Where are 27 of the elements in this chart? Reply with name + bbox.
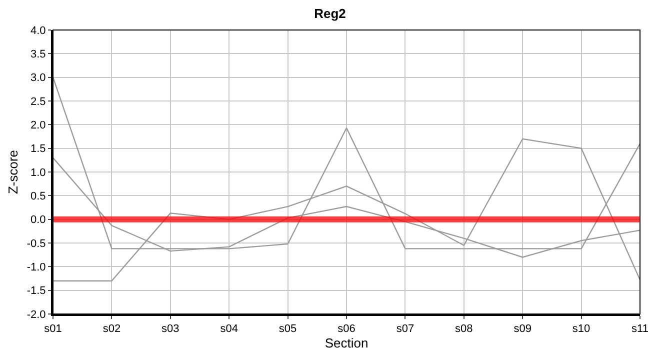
x-tick-label: s08 (455, 323, 473, 336)
x-tick-label: s02 (102, 323, 121, 336)
x-tick-label: s01 (44, 323, 62, 336)
y-tick-label: 4.0 (30, 24, 46, 37)
y-tick-label: -2.0 (26, 308, 46, 321)
x-axis-title: Section (324, 335, 368, 350)
y-tick-label: -1.5 (26, 285, 46, 298)
y-tick-label: 3.5 (30, 48, 46, 61)
x-tick-label: s03 (162, 323, 180, 336)
y-tick-label: -0.5 (26, 238, 46, 250)
y-tick-label: 1.5 (30, 143, 46, 156)
y-tick-label: 0.0 (30, 214, 46, 226)
y-tick-label: 3.0 (30, 72, 46, 84)
y-tick-label: 0.5 (30, 190, 46, 203)
y-tick-label: 2.0 (30, 120, 46, 132)
x-tick-label: s11 (632, 323, 648, 336)
x-tick-label: s06 (338, 323, 356, 336)
x-tick-label: s04 (220, 323, 238, 336)
y-axis-title: Z-score (5, 150, 20, 194)
chart-title: Reg2 (314, 6, 346, 22)
x-tick-label: s09 (514, 323, 532, 336)
x-tick-label: s10 (572, 323, 590, 336)
y-tick-label: 1.0 (30, 166, 46, 179)
x-tick-label: s05 (278, 323, 297, 336)
y-tick-label: 2.5 (30, 96, 46, 108)
y-tick-label: -1.0 (26, 262, 46, 274)
x-tick-label: s07 (396, 323, 414, 336)
